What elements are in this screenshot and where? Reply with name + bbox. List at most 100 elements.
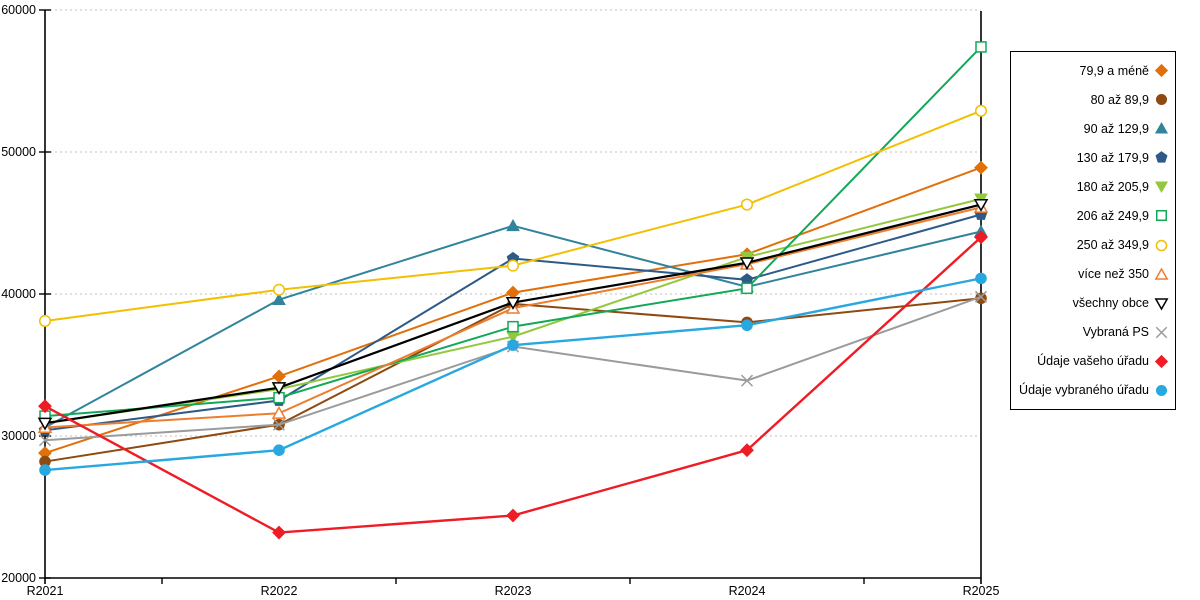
x-tick-label: R2024 [729, 584, 766, 598]
data-point-marker [740, 443, 754, 458]
data-point-marker [1155, 384, 1168, 396]
legend-item: Vybraná PS [1011, 325, 1175, 340]
series-12 [39, 272, 987, 476]
pentagon-legend-icon [1155, 151, 1168, 163]
legend-item: všechny obce [1011, 296, 1175, 311]
legend-item-label: 130 až 179,9 [1076, 150, 1149, 165]
x-tick-label: R2025 [963, 584, 1000, 598]
data-point-marker [271, 405, 287, 419]
legend: 79,9 a méně 80 až 89,9 90 až 129,9 130 a… [1010, 51, 1176, 410]
series-line [44, 46, 982, 418]
legend-item-label: 90 až 129,9 [1083, 121, 1149, 136]
legend-item: 130 až 179,9 [1011, 150, 1175, 165]
circle-legend-icon [1155, 384, 1168, 396]
data-point-marker [740, 374, 754, 387]
data-point-marker [507, 339, 519, 351]
data-point-marker [1154, 181, 1169, 194]
data-point-marker [507, 320, 519, 333]
data-point-marker [271, 382, 287, 396]
legend-item: Údaje vašeho úřadu [1011, 354, 1175, 369]
legend-item: 250 až 349,9 [1011, 238, 1175, 253]
series-7 [38, 104, 988, 328]
data-point-marker [272, 292, 286, 305]
data-point-marker [272, 525, 286, 540]
series-2 [39, 292, 987, 468]
x-tick-label: R2023 [495, 584, 532, 598]
legend-item-label: Údaje vašeho úřadu [1037, 354, 1149, 369]
data-point-marker [272, 283, 286, 296]
data-point-marker [1155, 326, 1168, 338]
legend-item-label: Údaje vybraného úřadu [1019, 383, 1149, 398]
data-point-marker [973, 198, 989, 212]
legend-item: 90 až 129,9 [1011, 121, 1175, 136]
data-point-marker [1154, 122, 1169, 134]
data-point-marker [974, 290, 988, 303]
x-tick-label: R2022 [261, 584, 298, 598]
data-point-marker [1154, 63, 1169, 78]
data-point-marker [506, 508, 520, 523]
legend-item: 80 až 89,9 [1011, 92, 1175, 107]
y-tick-label: 20000 [1, 571, 36, 585]
x-legend-icon [1155, 326, 1168, 338]
triangle-up-legend-icon [1154, 122, 1169, 134]
series-9 [37, 198, 989, 431]
series-line [44, 203, 982, 425]
legend-item: 206 až 249,9 [1011, 208, 1175, 223]
legend-item-label: všechny obce [1072, 296, 1149, 311]
legend-item: 79,9 a méně [1011, 63, 1175, 78]
diamond-legend-icon [1154, 354, 1169, 368]
data-point-marker [974, 104, 988, 117]
y-tick-label: 30000 [1, 429, 36, 443]
legend-item-label: 206 až 249,9 [1076, 208, 1149, 223]
data-point-marker [1154, 297, 1169, 311]
y-tick-label: 50000 [1, 145, 36, 159]
data-point-marker [1154, 354, 1169, 368]
legend-item: 180 až 205,9 [1011, 179, 1175, 194]
data-point-marker [273, 444, 285, 457]
series-6 [39, 41, 987, 422]
y-tick-label: 60000 [1, 3, 36, 17]
series-11 [38, 230, 988, 540]
square-legend-icon [1156, 210, 1167, 222]
data-point-marker [1155, 94, 1168, 106]
diamond-legend-icon [1154, 63, 1169, 78]
legend-item-label: 250 až 349,9 [1076, 238, 1149, 252]
data-point-marker [506, 285, 520, 300]
data-point-marker [1154, 267, 1169, 280]
data-point-marker [39, 464, 51, 476]
data-point-marker [741, 282, 753, 295]
legend-item-label: více než 350 [1078, 267, 1149, 282]
data-point-marker [37, 417, 53, 431]
data-point-marker [974, 230, 988, 245]
data-point-marker [1155, 151, 1168, 163]
triangle-up-legend-icon [1154, 267, 1169, 280]
data-point-marker [1155, 239, 1168, 251]
circle-legend-icon [1155, 239, 1168, 251]
triangle-down-legend-icon [1154, 297, 1169, 311]
data-point-marker [272, 418, 286, 431]
data-point-marker [974, 160, 988, 175]
data-point-marker [506, 259, 520, 272]
triangle-down-legend-icon [1154, 181, 1169, 194]
legend-item-label: 80 až 89,9 [1090, 92, 1149, 107]
data-point-marker [38, 399, 52, 414]
data-point-marker [38, 314, 52, 328]
data-point-marker [739, 257, 755, 271]
x-tick-label: R2021 [27, 584, 64, 598]
y-tick-label: 40000 [1, 287, 36, 301]
data-point-marker [272, 369, 286, 384]
circle-legend-icon [1155, 94, 1168, 106]
legend-item-label: Vybraná PS [1082, 325, 1149, 340]
legend-item: Údaje vybraného úřadu [1011, 383, 1175, 398]
series-1 [38, 160, 988, 460]
data-point-marker [975, 41, 987, 53]
series-10 [38, 290, 988, 447]
series-line [44, 236, 982, 534]
data-point-marker [38, 434, 52, 447]
data-point-marker [741, 319, 753, 332]
series-8 [37, 200, 989, 434]
data-point-marker [506, 219, 520, 232]
legend-item: více než 350 [1011, 267, 1175, 282]
